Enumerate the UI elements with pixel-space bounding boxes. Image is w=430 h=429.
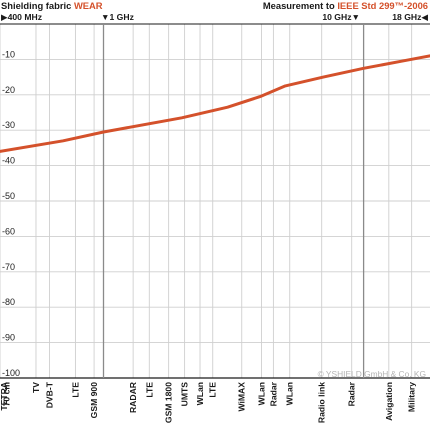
application-label: GSM 900 (89, 382, 99, 419)
application-label: Radar (347, 381, 357, 406)
application-label: WLan (285, 382, 295, 405)
horizontal-gridlines (0, 23, 430, 379)
freq-label-mid: ▼1 GHz (101, 12, 134, 22)
freq-label-high: 10 GHz▼ (322, 12, 360, 22)
y-tick-label: -40 (2, 156, 15, 166)
application-label: Radio link (317, 382, 327, 423)
freq-label-start: ▶400 MHz (1, 12, 42, 22)
y-tick-label: -10 (2, 49, 15, 59)
freq-label-end: 18 GHz◀ (392, 12, 428, 22)
application-label: Avigation (384, 382, 394, 421)
application-label: LTE (208, 382, 218, 398)
standard-note: Measurement to IEEE Std 299™-2006 (263, 0, 428, 11)
y-tick-label: -100 (2, 368, 20, 378)
y-tick-label: -90 (2, 333, 15, 343)
title-product: WEAR (73, 0, 103, 11)
application-label: Radar (268, 381, 278, 406)
y-tick-label: -70 (2, 262, 15, 272)
application-label: DVB-T (45, 381, 55, 408)
title-prefix: Shielding fabric (1, 0, 74, 11)
application-label: RADAR (128, 381, 138, 413)
application-label: 70 cm (2, 382, 12, 407)
application-label: UMTS (180, 382, 190, 407)
application-label: LTE (70, 382, 80, 398)
copyright-text: © YSHIELD GmbH & Co. KG (318, 369, 426, 379)
y-tick-label: -80 (2, 297, 15, 307)
y-tick-label: -60 (2, 226, 15, 236)
application-label: TETRA (0, 382, 9, 411)
y-tick-label: -30 (2, 120, 15, 130)
standard-name: IEEE Std 299™-2006 (337, 0, 428, 11)
application-label: GSM 1800 (164, 382, 174, 423)
application-label: TV (31, 382, 41, 393)
y-tick-labels: -10 -20 -30 -40 -50 -60 -70 -80 -90 -100 (2, 49, 20, 378)
application-label: WiMAX (237, 382, 247, 412)
standard-prefix: Measurement to (262, 0, 338, 11)
application-label: WLan (257, 382, 267, 405)
y-tick-label: -20 (2, 85, 15, 95)
series-group (0, 54, 430, 153)
shielding-curve (0, 54, 430, 153)
application-label: WLan (195, 382, 205, 405)
y-tick-label: -50 (2, 191, 15, 201)
chart-title: Shielding fabric WEAR (1, 0, 103, 11)
application-label: Military (407, 382, 417, 412)
application-label: LTE (144, 382, 154, 398)
frequency-markers (102, 24, 365, 378)
